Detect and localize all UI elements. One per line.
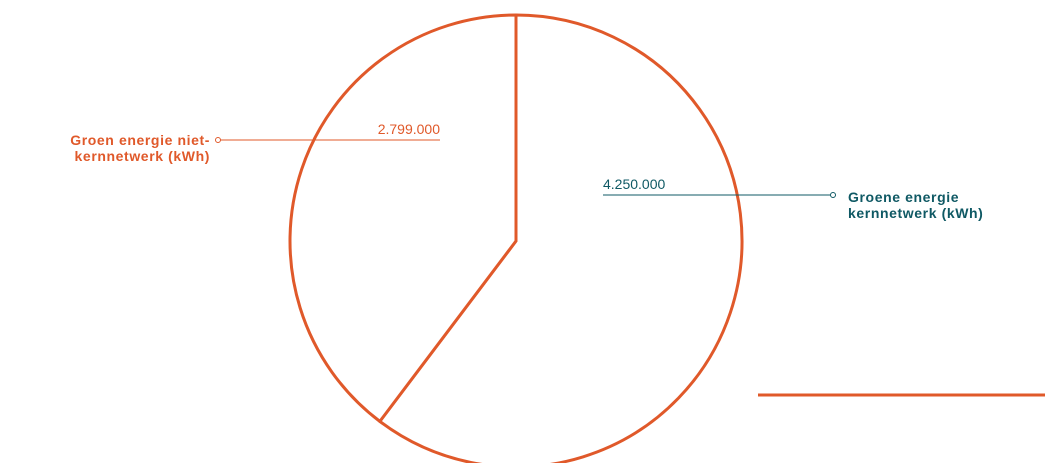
leader-dot [830, 192, 836, 198]
leader-dot [215, 137, 221, 143]
value-label: 4.250.000 [603, 176, 665, 192]
category-label: Groen energie niet-kernnetwerk (kWh) [70, 132, 210, 164]
pie-slice [378, 13, 744, 463]
category-label: Groene energie kernnetwerk (kWh) [848, 189, 984, 221]
value-label: 2.799.000 [378, 121, 440, 137]
pie-slice [288, 13, 518, 423]
